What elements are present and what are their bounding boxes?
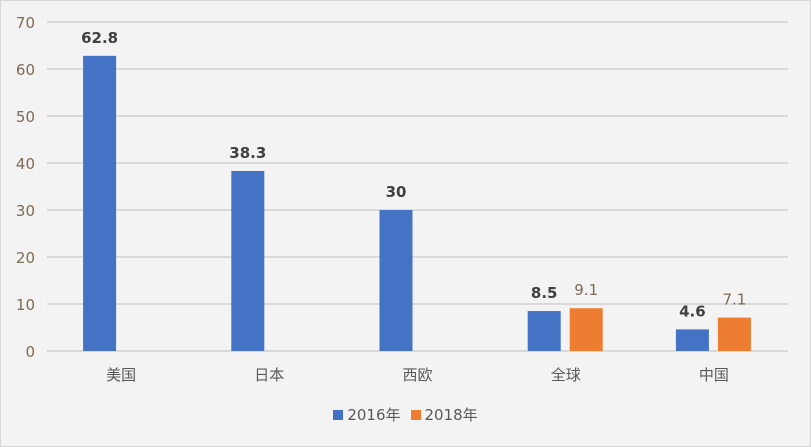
y-tick-label: 10 [16, 296, 35, 314]
legend-label-2016: 2016年 [347, 406, 401, 424]
bar-2016年 [231, 170, 265, 351]
data-label: 30 [386, 183, 407, 201]
y-tick-label: 20 [16, 249, 35, 267]
legend-label-2018: 2018年 [424, 406, 478, 424]
bar-2018年 [569, 308, 603, 351]
y-tick-label: 0 [25, 343, 35, 361]
data-label: 4.6 [679, 302, 706, 320]
data-label: 9.1 [574, 281, 598, 299]
legend: 2016年 2018年 [0, 404, 811, 425]
data-label: 38.3 [229, 144, 266, 162]
x-tick-label: 日本 [254, 366, 284, 384]
x-tick-label: 中国 [699, 366, 729, 384]
bar-2016年 [379, 210, 413, 351]
legend-swatch-2016 [333, 409, 344, 420]
bar-2016年 [83, 55, 117, 352]
legend-item-2016: 2016年 [333, 404, 401, 425]
bar-2016年 [675, 329, 709, 351]
y-tick-label: 60 [16, 61, 35, 79]
y-tick-label: 70 [16, 14, 35, 32]
x-tick-label: 美国 [106, 366, 136, 384]
legend-item-2018: 2018年 [410, 404, 478, 425]
x-tick-label: 全球 [551, 366, 581, 384]
data-label: 7.1 [722, 291, 746, 309]
y-tick-label: 50 [16, 108, 35, 126]
x-tick-label: 西欧 [402, 366, 432, 384]
bar-2018年 [717, 317, 751, 351]
bar-2016年 [527, 311, 561, 351]
data-label: 62.8 [81, 29, 118, 47]
legend-swatch-2018 [410, 409, 421, 420]
data-label: 8.5 [531, 284, 558, 302]
y-tick-label: 40 [16, 155, 35, 173]
y-tick-label: 30 [16, 202, 35, 220]
